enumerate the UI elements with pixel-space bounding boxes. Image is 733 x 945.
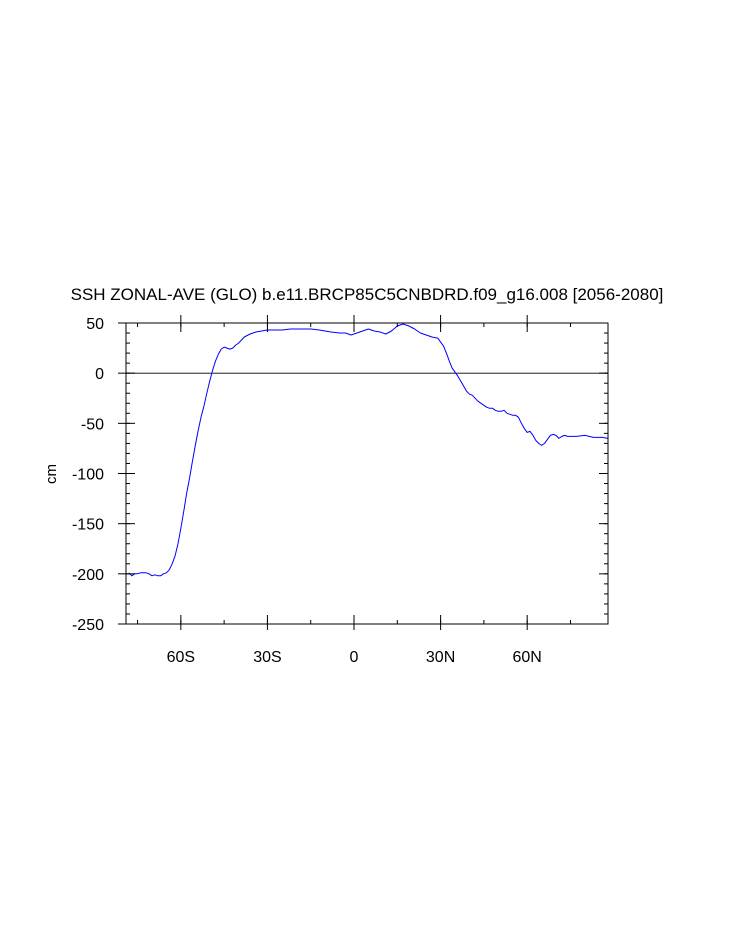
plot-area: 50 0 -50 -100 -150 -200 -250 60S 30S 0 30N 60N	[72, 315, 609, 666]
y-tick-label: 0	[95, 366, 104, 383]
x-tick-label: 60N	[513, 649, 542, 666]
y-tick-label: -150	[72, 517, 104, 534]
x-tick-label: 30N	[426, 649, 455, 666]
x-tick-label: 60S	[167, 649, 195, 666]
y-tick-label: -250	[72, 617, 104, 634]
y-tick-label: -50	[81, 416, 104, 433]
y-axis-label: cm	[43, 464, 60, 484]
chart-title: SSH ZONAL-AVE (GLO) b.e11.BRCP85C5CNBDRD…	[71, 285, 664, 304]
plot-frame	[125, 322, 609, 625]
y-tick-label: 50	[86, 316, 104, 333]
y-tick-label: -200	[72, 567, 104, 584]
x-tick-label: 0	[350, 649, 359, 666]
y-tick-label: -100	[72, 467, 104, 484]
x-tick-label: 30S	[253, 649, 281, 666]
series-line-0	[128, 323, 609, 577]
